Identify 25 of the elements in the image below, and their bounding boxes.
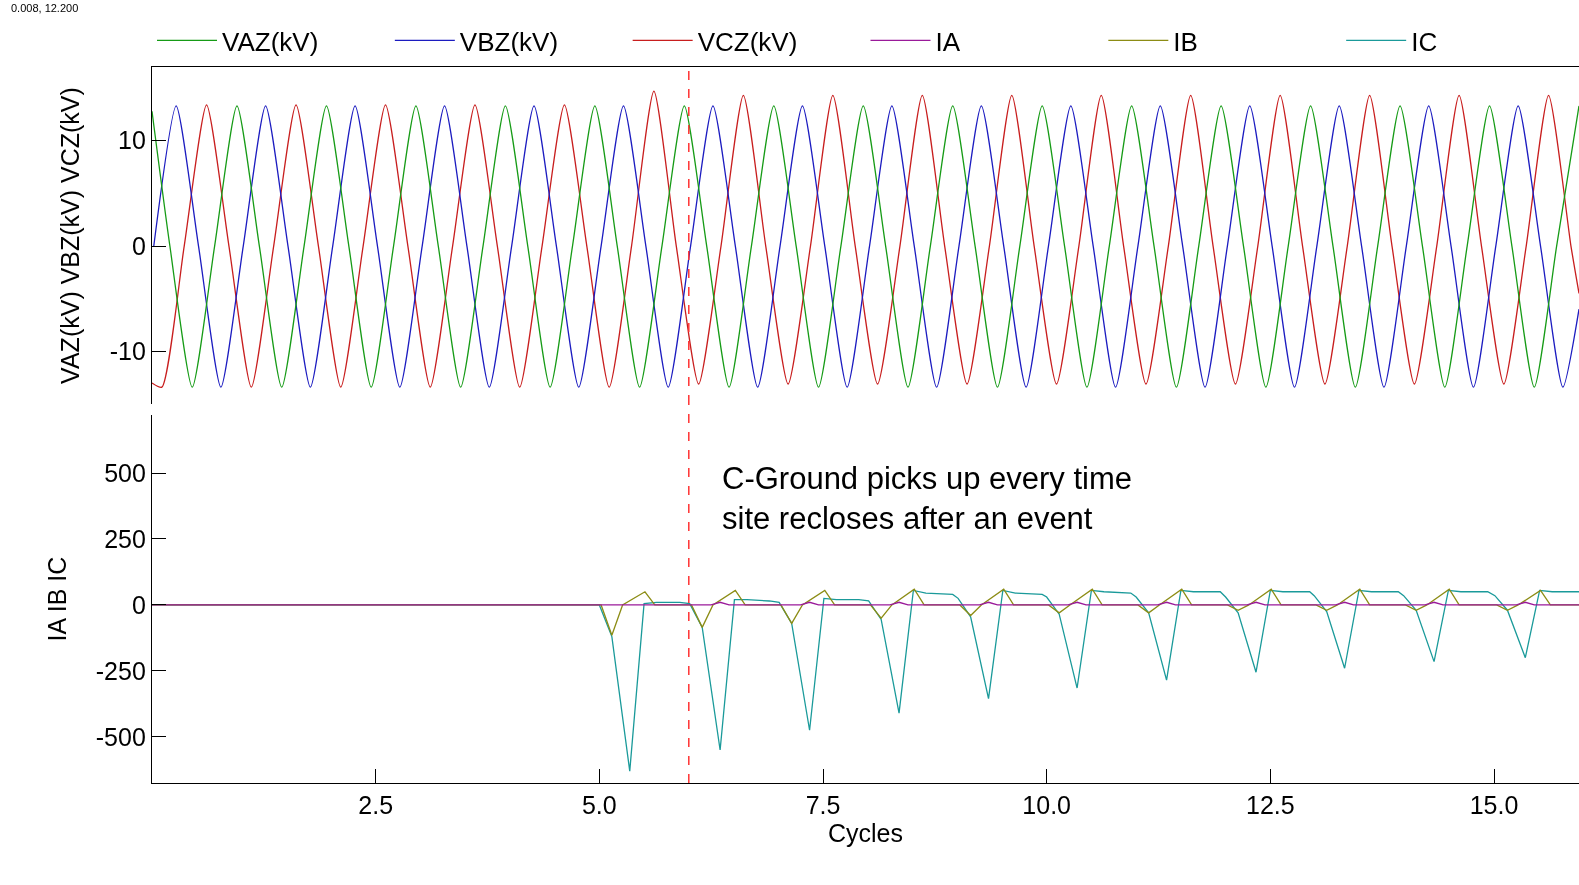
legend-label: VAZ(kV) xyxy=(222,26,319,57)
y-axis-title: VAZ(kV) VBZ(kV) VCZ(kV) xyxy=(56,87,85,384)
x-tick-label: 10.0 xyxy=(1022,791,1072,820)
x-axis-title: Cycles xyxy=(827,819,904,848)
legend-label: IB xyxy=(1173,26,1198,57)
x-tick-label: 12.5 xyxy=(1246,791,1295,820)
legend-label: IA xyxy=(935,26,961,57)
annotation: C-Ground picks up every time site recloses after an event xyxy=(722,461,1133,537)
x-tick-label: 5.0 xyxy=(581,791,617,820)
legend-label: IC xyxy=(1411,26,1438,57)
x-tick-label: 15.0 xyxy=(1469,791,1519,820)
y-tick-label: 0 xyxy=(131,590,146,619)
y-tick-label: 0 xyxy=(131,231,146,260)
y-tick-label: -250 xyxy=(95,656,146,685)
legend-label: VCZ(kV) xyxy=(697,26,798,57)
y-tick-label: 500 xyxy=(104,458,146,487)
y-axis-title: IA IB IC xyxy=(42,556,71,642)
text: 0.008, 12.200 xyxy=(11,2,79,14)
y-tick-label: 10 xyxy=(118,126,146,155)
y-tick-label: -500 xyxy=(95,722,146,751)
x-tick-label: 7.5 xyxy=(805,791,841,820)
y-tick-label: 250 xyxy=(104,524,146,553)
legend-label: VBZ(kV) xyxy=(459,26,559,57)
y-tick-label: -10 xyxy=(109,337,146,366)
x-tick-label: 2.5 xyxy=(358,791,394,820)
